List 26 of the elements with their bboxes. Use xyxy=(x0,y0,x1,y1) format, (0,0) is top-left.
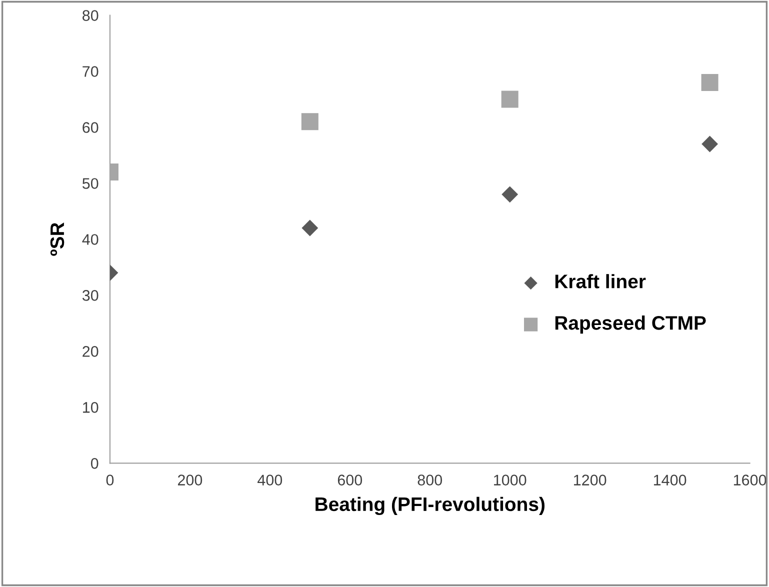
legend-label: Kraft liner xyxy=(555,274,646,288)
x-tick-label: 1400 xyxy=(654,474,686,486)
x-tick-label: 1200 xyxy=(574,474,606,486)
x-tick-label: 200 xyxy=(178,474,202,486)
point xyxy=(701,74,718,91)
y-tick-label: 0 xyxy=(90,458,98,469)
y-tick-label: 40 xyxy=(82,234,98,245)
x-tick-label: 0 xyxy=(106,474,114,486)
x-tick-label: 800 xyxy=(418,474,442,486)
y-tick-label: 50 xyxy=(82,178,98,189)
x-tick-label: 600 xyxy=(338,474,362,486)
y-tick-label: 20 xyxy=(82,346,98,357)
y-axis-title: ºSR xyxy=(50,222,64,256)
y-tick-label: 30 xyxy=(82,290,98,301)
x-tick-label: 1600 xyxy=(734,474,766,486)
point xyxy=(702,136,718,152)
y-tick-label: 10 xyxy=(83,402,98,413)
x-tick-label: 400 xyxy=(258,474,282,486)
y-tick-label: 80 xyxy=(82,10,98,21)
point xyxy=(502,186,518,203)
y-tick-label: 60 xyxy=(82,122,98,133)
x-axis-title: Beating (PFI-revolutions) xyxy=(316,496,544,516)
point xyxy=(501,90,518,108)
legend-label: Rapeseed CTMP xyxy=(555,316,706,334)
y-tick-label: 70 xyxy=(82,66,98,77)
x-tick-label: 1000 xyxy=(494,474,526,486)
